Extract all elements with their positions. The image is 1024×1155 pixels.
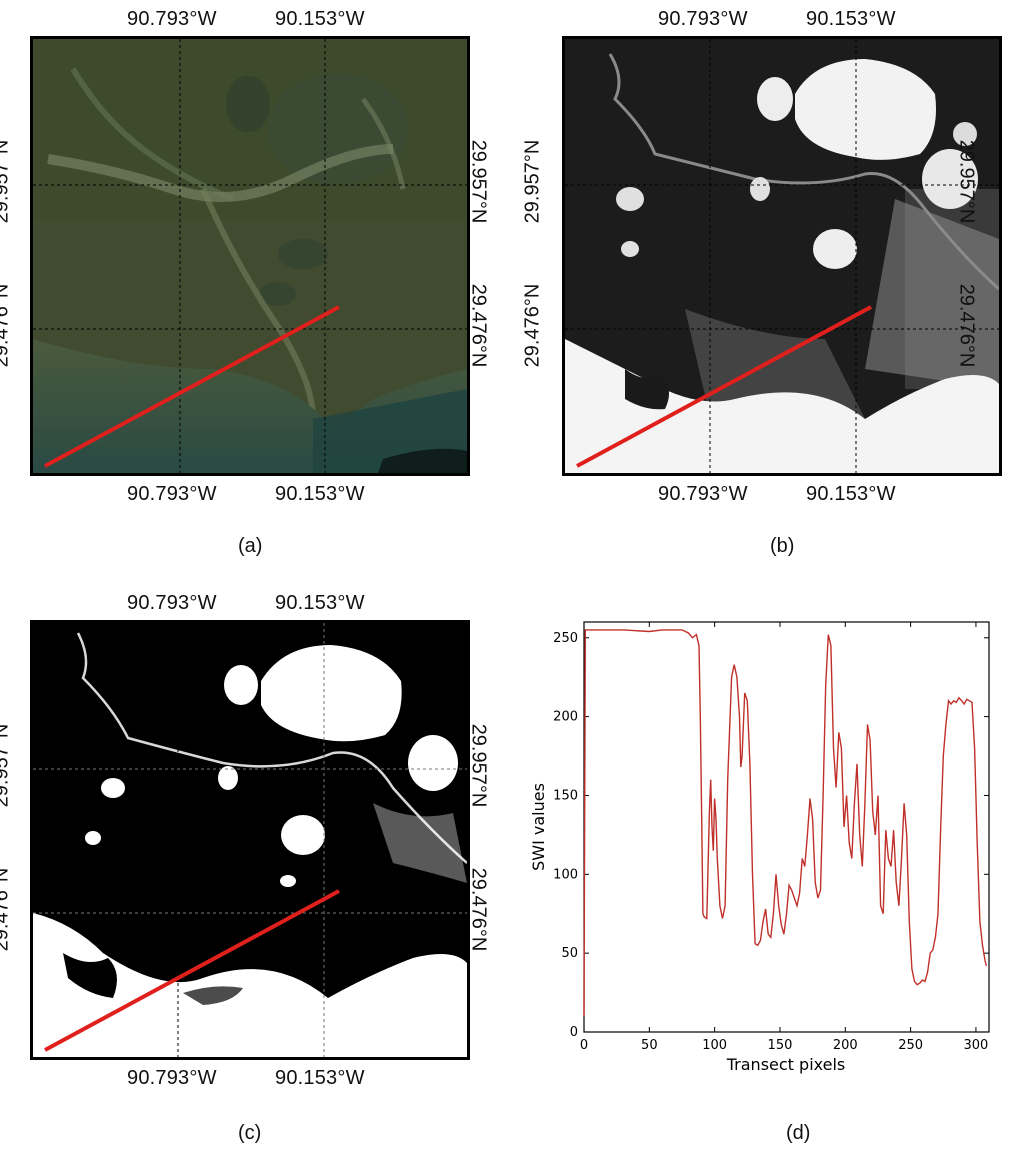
y-tick-label: 100 [553,867,578,882]
caption-d: (d) [786,1122,811,1144]
lon-label-top-left: 90.793°W [127,592,217,614]
water-mask-map [30,620,470,1060]
plot-frame [583,621,990,1033]
lon-label-top-right: 90.153°W [806,8,896,30]
lon-label-bottom-left: 90.793°W [658,483,748,505]
y-tick-label: 150 [553,788,578,803]
x-tick-label: 250 [898,1038,923,1053]
lat-label-right-upper: 29.957°N [955,139,978,224]
lat-label-right-lower: 29.476°N [467,283,490,368]
swi-grayscale-map [562,36,1002,476]
lat-label-right-lower: 29.476°N [955,283,978,368]
transect-line [44,889,340,1052]
y-tick-label: 250 [553,631,578,646]
caption-b: (b) [770,535,795,557]
swi-curve [583,629,988,1017]
swi-line-chart: 0 50 100 150 200 250 0 50 100 150 200 250 300 Trans… [529,621,990,1074]
y-tick-label: 50 [561,946,578,961]
caption-a: (a) [238,535,263,557]
lon-label-top-right: 90.153°W [275,8,365,30]
true-color-map [30,36,470,476]
lat-label-left-lower: 29.476°N [521,283,544,368]
x-tick-label: 100 [702,1038,727,1053]
lat-label-left-lower: 29.476°N [0,867,13,952]
lon-label-bottom-right: 90.153°W [806,483,896,505]
x-tick-label: 150 [768,1038,793,1053]
y-tick-label: 200 [553,710,578,725]
x-axis-title: Transect pixels [726,1055,845,1074]
x-tick-label: 0 [580,1038,588,1053]
lon-label-bottom-right: 90.153°W [275,1067,365,1089]
caption-c: (c) [238,1122,262,1144]
lat-label-right-upper: 29.957°N [467,139,490,224]
lat-label-right-upper: 29.957°N [467,723,490,808]
panel-d: 0 50 100 150 200 250 0 50 100 150 200 250 300 Trans… [520,600,1010,1144]
lon-label-top-left: 90.793°W [658,8,748,30]
x-tick-label: 200 [833,1038,858,1053]
lat-label-left-upper: 29.957°N [0,723,13,808]
transect-line [44,305,340,468]
lon-label-bottom-left: 90.793°W [127,1067,217,1089]
lon-label-top-left: 90.793°W [127,8,217,30]
lat-label-right-lower: 29.476°N [467,867,490,952]
y-axis-title: SWI values [529,783,548,871]
transect-line [576,305,872,468]
lon-label-top-right: 90.153°W [275,592,365,614]
x-tick-label: 50 [641,1038,658,1053]
lon-label-bottom-right: 90.153°W [275,483,365,505]
lon-label-bottom-left: 90.793°W [127,483,217,505]
lat-label-left-lower: 29.476°N [0,283,13,368]
lat-label-left-upper: 29.957°N [0,139,13,224]
x-tick-label: 300 [964,1038,989,1053]
y-tick-label: 0 [570,1025,578,1040]
lat-label-left-upper: 29.957°N [521,139,544,224]
